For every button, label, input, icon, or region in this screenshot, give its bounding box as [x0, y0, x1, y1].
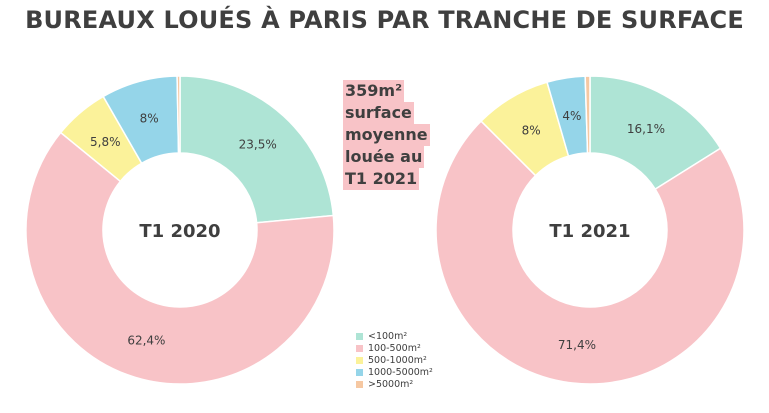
slice-value-label: 8%	[140, 112, 159, 126]
legend-item: <100m²	[356, 330, 433, 342]
donut-center-title: T1 2021	[549, 221, 630, 242]
donut-slice	[589, 75, 722, 191]
average-surface-callout: 359m² surface moyenne louée au T1 2021	[343, 80, 443, 190]
slice-value-label: 8%	[522, 124, 541, 138]
legend-swatch	[356, 332, 363, 340]
legend-item: 1000-5000m²	[356, 366, 433, 378]
legend-label: 1000-5000m²	[368, 366, 433, 378]
slice-value-label: 16,1%	[627, 122, 665, 136]
slice-value-label: 62,4%	[127, 334, 165, 348]
slice-value-label: 4%	[562, 109, 581, 123]
legend-item: 100-500m²	[356, 342, 433, 354]
callout-line: T1 2021	[343, 168, 420, 190]
legend-swatch	[356, 344, 363, 352]
legend-label: <100m²	[368, 330, 408, 342]
donut-slice	[179, 75, 335, 224]
donut-slice	[435, 120, 745, 385]
legend-item: >5000m²	[356, 378, 433, 390]
slice-value-label: 71,4%	[558, 338, 596, 352]
callout-line: surface	[343, 102, 414, 124]
legend-label: >5000m²	[368, 378, 414, 390]
chart-title: BUREAUX LOUÉS À PARIS PAR TRANCHE DE SUR…	[25, 6, 744, 34]
legend-swatch	[356, 356, 363, 364]
callout-line: louée au	[343, 146, 425, 168]
slice-value-label: 5,8%	[90, 135, 121, 149]
legend-item: 500-1000m²	[356, 354, 433, 366]
donut-center-title: T1 2020	[139, 221, 220, 242]
donut-slice	[176, 75, 181, 154]
legend-label: 500-1000m²	[368, 354, 427, 366]
callout-line: 359m²	[343, 80, 405, 102]
callout-line: moyenne	[343, 124, 430, 146]
slice-value-label: 23,5%	[239, 138, 277, 152]
legend-label: 100-500m²	[368, 342, 421, 354]
donut-slice	[25, 131, 335, 385]
legend: <100m² 100-500m² 500-1000m² 1000-5000m² …	[356, 330, 433, 390]
donut-slice	[584, 75, 591, 154]
legend-swatch	[356, 380, 363, 388]
legend-swatch	[356, 368, 363, 376]
